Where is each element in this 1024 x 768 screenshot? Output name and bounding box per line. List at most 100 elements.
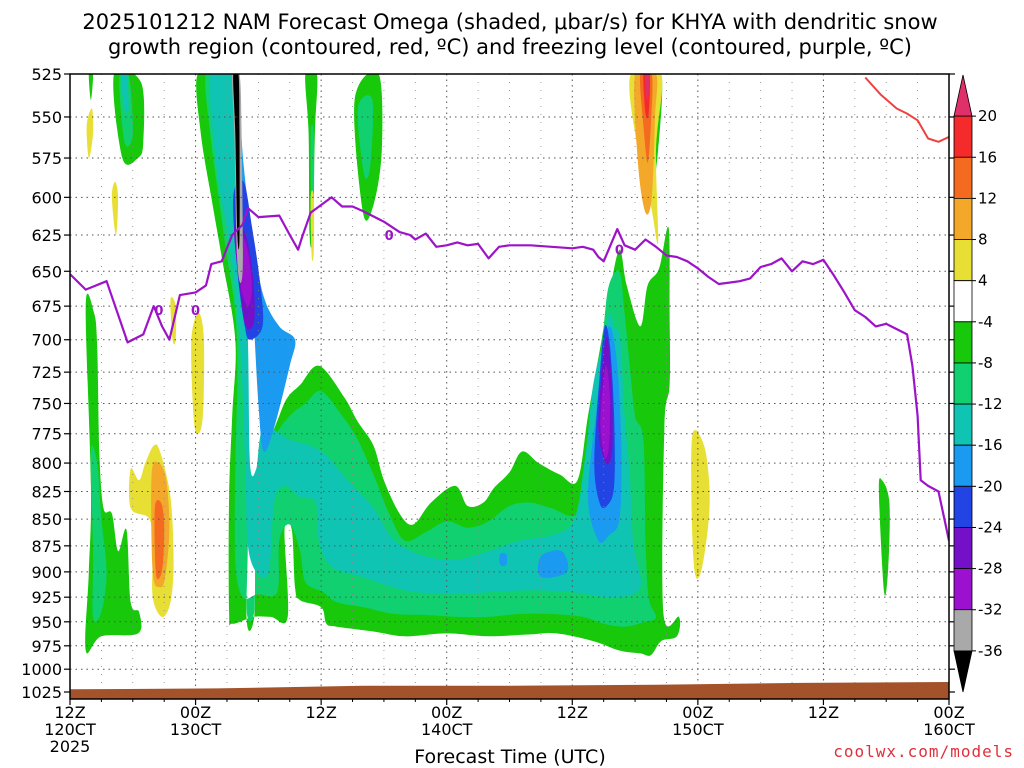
colorbar-label-4: 4 [978,272,988,290]
freezing-level-label-0: 0 [154,304,163,319]
colorbar-label--4: -4 [978,313,993,331]
x-tick-label-3-1: 00Z [431,703,462,722]
omega-region-20-0 [645,74,649,101]
colorbar-swatch-5 [953,280,973,323]
colorbar-label--8: -8 [978,354,993,372]
y-tick-label-525: 525 [31,65,62,84]
omega-region--16-2 [499,552,508,566]
colorbar-swatch-14 [953,650,973,693]
freezing-level-line [70,196,949,541]
colorbar-label--24: -24 [978,518,1003,536]
y-tick-label-875: 875 [31,537,62,556]
colorbar-label--28: -28 [978,560,1003,578]
x-tick-label-5-2: 150CT [672,720,724,739]
x-tick-label-2-1: 12Z [305,703,336,722]
omega-region-4-5 [310,190,315,262]
x-tick-label-5-1: 00Z [682,703,713,722]
omega-shading [85,74,890,656]
y-tick-label-750: 750 [31,394,62,413]
colorbar: 20 16 12 8 4 -4 -8 -12 -16 -20 -24 -28 -32 -36 [953,74,1003,693]
colorbar-swatch-6 [953,321,973,364]
y-tick-label-1025: 1025 [21,683,62,702]
colorbar-swatch-2 [953,156,973,199]
x-axis-label: Forecast Time (UTC) [414,746,605,768]
colorbar-label--16: -16 [978,436,1003,454]
x-tick-label-1-1: 00Z [180,703,211,722]
y-tick-label-900: 900 [31,563,62,582]
omega-region-4-4 [191,313,205,434]
y-tick-label-575: 575 [31,149,62,168]
omega-region-4-1 [111,181,119,235]
y-tick-label-1000: 1000 [21,660,62,679]
x-tick-label-0-3: 2025 [50,737,91,756]
y-tick-label-825: 825 [31,482,62,501]
omega-region--16-0 [233,74,296,453]
omega-region--8-0 [90,445,107,622]
colorbar-swatch-10 [953,485,973,528]
omega-region--36-0 [233,74,240,250]
dgz-contour-line [864,76,949,143]
y-tick-label-625: 625 [31,226,62,245]
y-tick-label-675: 675 [31,297,62,316]
terrain-shape [70,682,949,699]
freezing-level-label-2: 0 [385,229,394,244]
x-tick-label-0-2: 120CT [44,720,96,739]
chart-title-line1: 2025101212 NAM Forecast Omega (shaded, μ… [82,10,937,34]
y-tick-label-775: 775 [31,425,62,444]
colorbar-label--20: -20 [978,477,1003,495]
colorbar-swatch-8 [953,403,973,446]
freezing-level-label-3: 0 [615,244,624,259]
y-tick-label-550: 550 [31,108,62,127]
omega-region-4-0 [86,108,94,159]
colorbar-label-16: 16 [978,148,997,166]
y-axis: 525 550 575 600 625 650 675 700 725 750 775 800 825 8… [21,65,955,702]
x-tick-label-1-2: 130CT [170,720,222,739]
omega-region--12-1 [121,74,129,113]
y-tick-label-850: 850 [31,510,62,529]
y-tick-label-950: 950 [31,613,62,632]
omega-region-4-7 [691,429,710,579]
x-tick-label-6-1: 12Z [808,703,839,722]
omega-region--4-7 [878,478,890,596]
y-tick-label-650: 650 [31,262,62,281]
x-tick-label-7-2: 160CT [923,720,975,739]
omega-region--4-2 [88,74,94,100]
omega-region--28-1 [600,365,611,459]
colorbar-swatch-7 [953,362,973,405]
y-tick-label-600: 600 [31,188,62,207]
chart-title-line2: growth region (contoured, red, ºC) and f… [108,35,912,59]
colorbar-swatch-12 [953,568,973,611]
grid-lines [70,74,949,699]
colorbar-label-20: 20 [978,107,997,125]
colorbar-swatch-11 [953,527,973,569]
omega-region-12-0 [154,499,165,580]
x-tick-label-4-1: 12Z [557,703,588,722]
plot-area: 0 0 0 0 [70,74,949,699]
colorbar-swatch-9 [953,444,973,487]
colorbar-swatch-1 [953,115,973,158]
colorbar-label-12: 12 [978,189,997,207]
y-tick-label-725: 725 [31,363,62,382]
y-tick-label-700: 700 [31,331,62,350]
y-tick-label-925: 925 [31,588,62,607]
contour-lines: 0 0 0 0 [70,76,949,541]
credit-text: coolwx.com/models [833,742,1014,761]
colorbar-label--36: -36 [978,642,1003,660]
x-tick-label-3-2: 140CT [421,720,473,739]
colorbar-swatch-4 [953,239,973,282]
x-tick-label-7-1: 00Z [933,703,964,722]
omega-region--8-3 [357,95,374,179]
freezing-level-label-1: 0 [191,304,200,319]
x-tick-label-0-1: 12Z [54,703,85,722]
terrain-fill [70,682,949,699]
y-tick-label-975: 975 [31,637,62,656]
omega-region--16-3 [537,550,569,578]
colorbar-swatch-0 [953,74,973,117]
omega-region--12-0 [209,74,641,598]
colorbar-swatch-13 [953,609,973,652]
colorbar-swatch-3 [953,198,973,240]
y-tick-label-800: 800 [31,454,62,473]
colorbar-label--32: -32 [978,601,1003,619]
